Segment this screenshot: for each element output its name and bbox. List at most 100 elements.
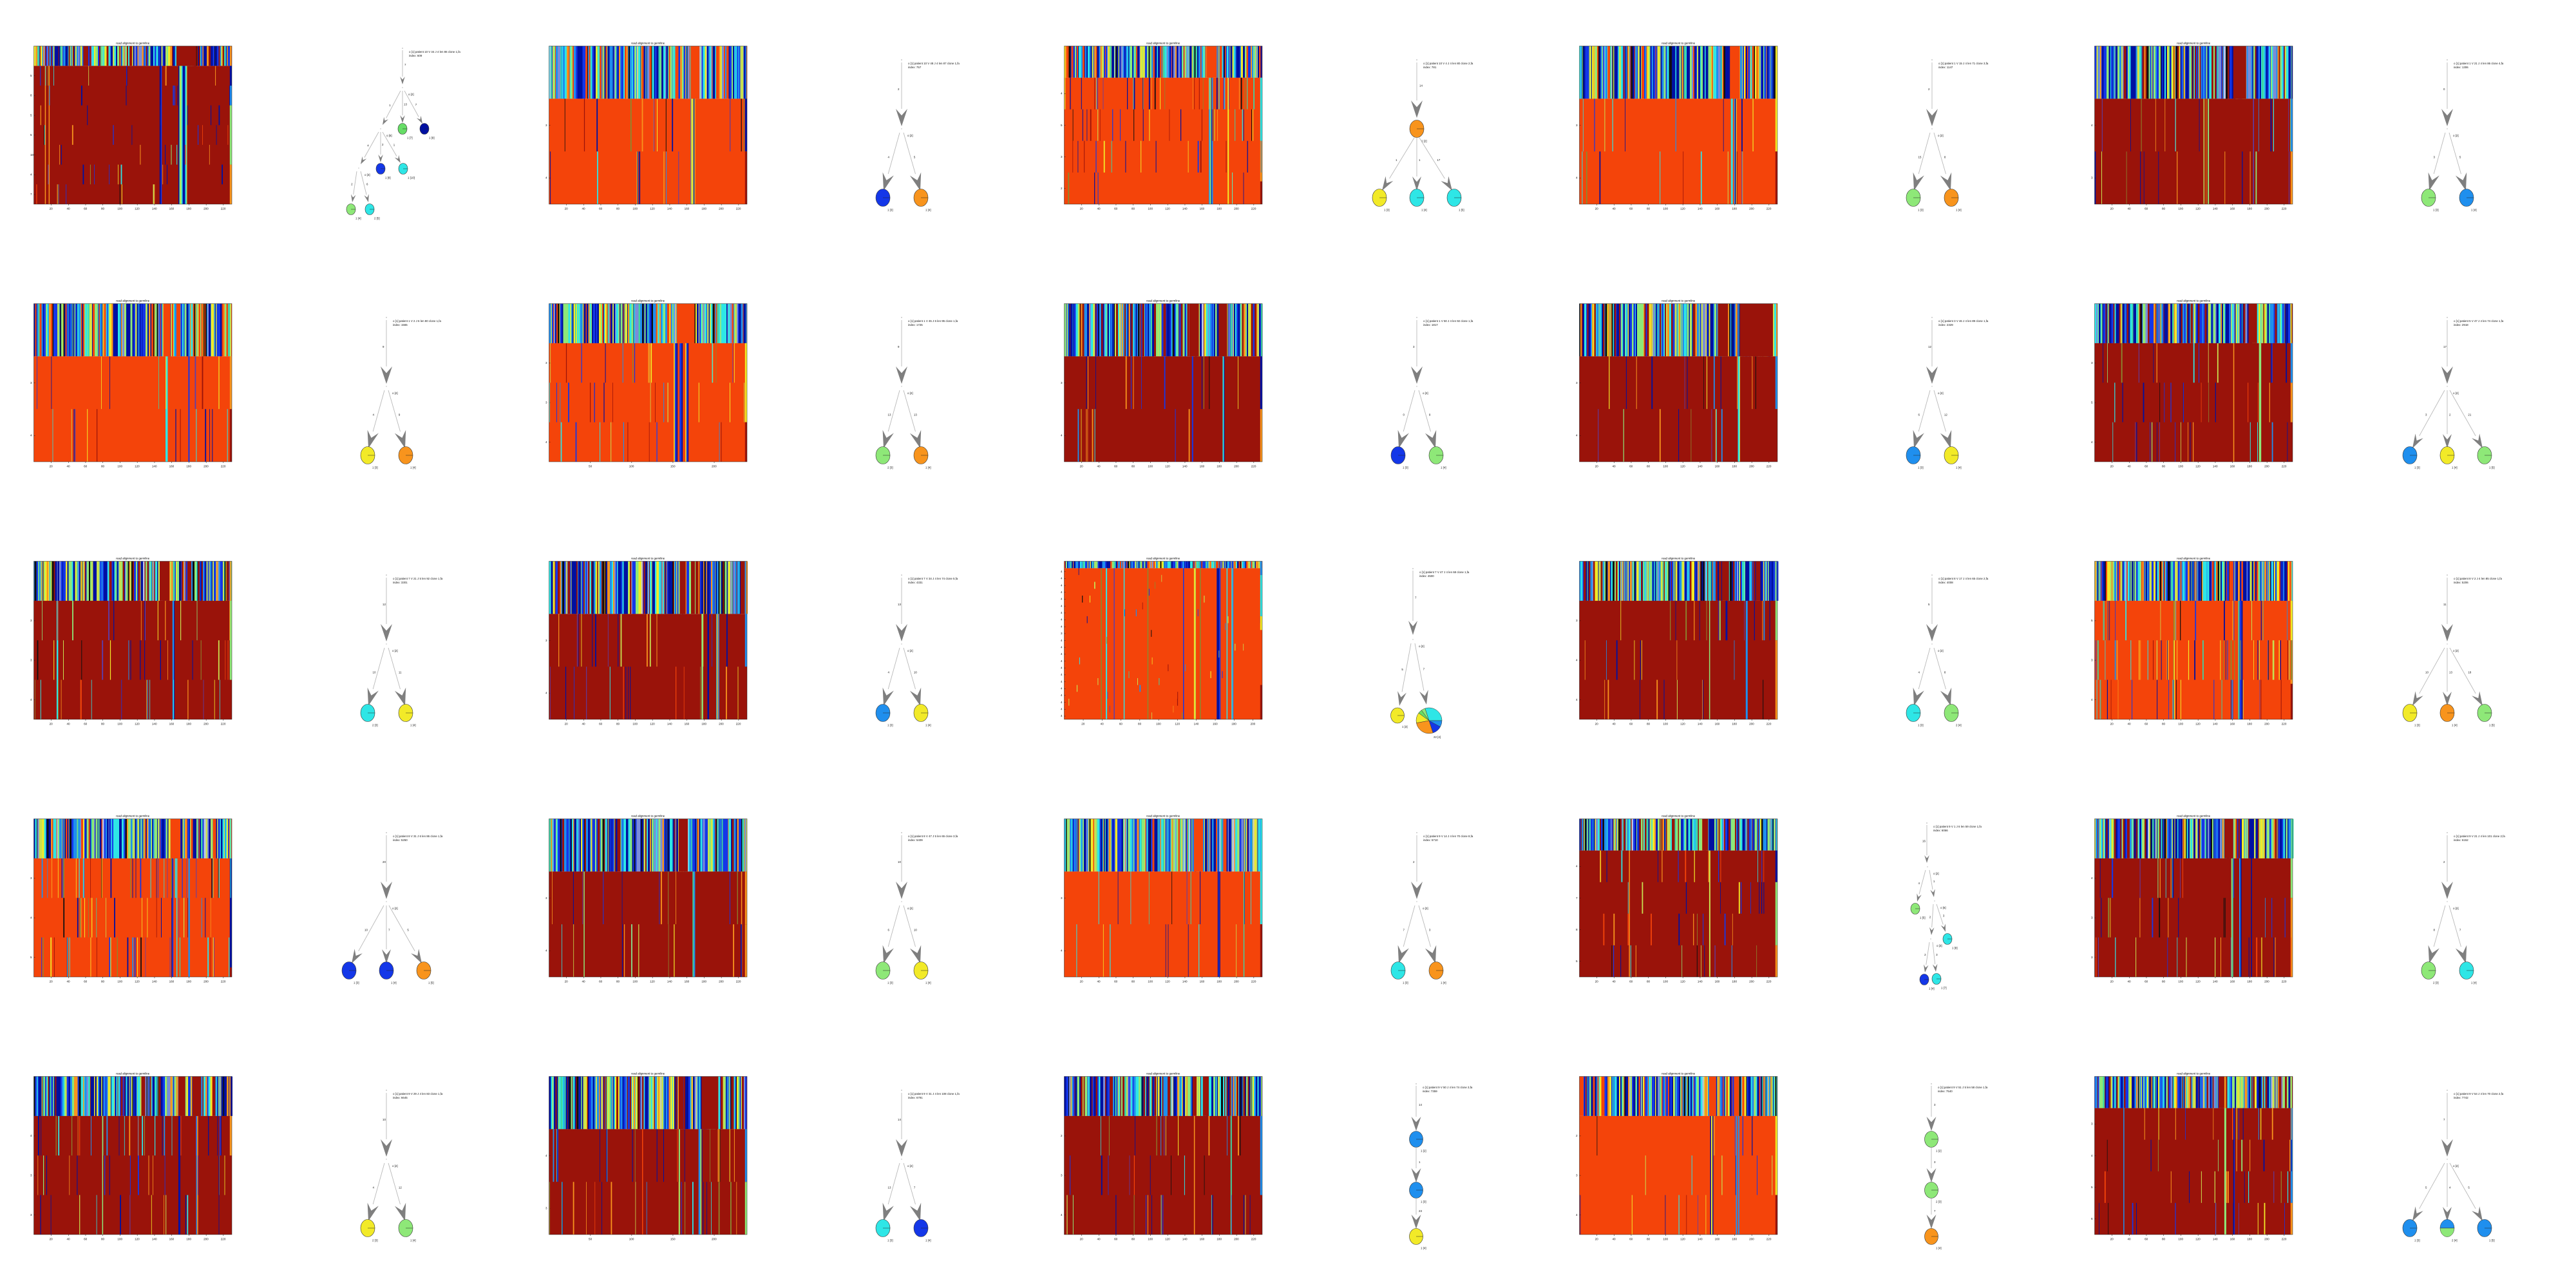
svg-text:4: 4 [545,176,547,180]
svg-text:220: 220 [1766,1238,1772,1241]
svg-text:140: 140 [1698,207,1703,211]
svg-text:3: 3 [2434,155,2436,158]
svg-text:4: 4 [1061,639,1063,642]
svg-text:80: 80 [1132,980,1135,983]
svg-text:read alignment to germline: read alignment to germline [631,1072,665,1075]
svg-text:1 [4]: 1 [4] [1421,209,1427,212]
svg-text:40: 40 [582,980,585,983]
svg-text:1 [5]: 1 [5] [1459,209,1464,212]
svg-text:4: 4 [1576,698,1578,701]
svg-text:60: 60 [1629,1238,1633,1241]
svg-text:8: 8 [1576,928,1578,931]
svg-text:4: 4 [1061,611,1063,614]
svg-text:read alignment to germline: read alignment to germline [1146,1072,1180,1075]
svg-text:index: 4008: index: 4008 [1938,581,1953,584]
svg-text:120: 120 [1175,723,1180,726]
svg-text:140: 140 [1194,723,1199,726]
svg-text:80: 80 [1647,980,1651,983]
svg-text:200: 200 [204,723,209,726]
svg-text:80: 80 [1138,723,1142,726]
svg-text:180: 180 [1732,207,1737,211]
svg-text:12: 12 [1944,413,1947,416]
svg-text:17: 17 [2443,345,2447,348]
svg-text:160: 160 [1715,465,1720,468]
svg-text:1 [4]: 1 [4] [925,724,931,727]
svg-text:20: 20 [1595,723,1599,726]
svg-text:3: 3 [1061,155,1063,158]
svg-text:5: 5 [2459,155,2461,158]
svg-text:index: 6791: index: 6791 [908,1096,923,1099]
svg-text:read alignment to germline: read alignment to germline [1146,299,1180,303]
svg-text:8: 8 [2434,928,2436,931]
svg-text:4: 4 [367,144,369,147]
svg-text:2: 2 [1929,916,1931,919]
svg-text:100: 100 [1663,980,1668,983]
svg-text:180: 180 [186,1238,191,1241]
svg-text:5: 5 [30,113,32,117]
svg-text:40: 40 [582,723,585,726]
svg-text:o [1] patient 1 V 2 J 6 len 8: o [1] patient 1 V 2 J 6 len 80 clone 1,f… [393,319,441,323]
svg-text:180: 180 [1732,980,1737,983]
svg-text:1 [4]: 1 [4] [1421,1247,1426,1250]
svg-text:80: 80 [1647,1238,1651,1241]
svg-text:4: 4 [1061,92,1063,95]
svg-text:13: 13 [888,413,891,416]
svg-text:200: 200 [2264,1238,2269,1241]
svg-text:220: 220 [1766,980,1772,983]
svg-text:100: 100 [1663,465,1668,468]
svg-text:o [1] patient 9 V 29 J 4 len: o [1] patient 9 V 29 J 4 len 83 clone 1,… [393,1092,443,1095]
svg-text:120: 120 [1165,1238,1170,1241]
svg-text:40: 40 [2127,980,2131,983]
svg-text:40: 40 [1612,1238,1616,1241]
svg-text:100: 100 [117,465,122,468]
svg-text:20: 20 [565,723,569,726]
svg-text:200: 200 [712,465,717,468]
svg-text:o [1] patient 8 V 31 J 6 len: o [1] patient 8 V 31 J 6 len 86 clone 1,… [393,835,443,838]
svg-text:4: 4 [2091,876,2093,880]
svg-text:7: 7 [1423,667,1425,670]
svg-text:3: 3 [2091,956,2093,959]
svg-text:1 [10]: 1 [10] [408,176,415,180]
svg-text:160: 160 [1200,980,1205,983]
svg-text:1 [2]: 1 [2] [1421,140,1427,143]
svg-text:80: 80 [1647,207,1651,211]
svg-text:3: 3 [1061,1173,1063,1177]
svg-text:160: 160 [169,207,175,211]
svg-text:12: 12 [383,603,386,606]
svg-text:2: 2 [2449,413,2451,416]
svg-text:4: 4 [1061,570,1063,573]
svg-text:o [2]: o [2] [408,93,414,96]
svg-text:4: 4 [30,698,32,701]
svg-text:index: 4500: index: 4500 [1419,574,1434,578]
svg-text:1 [4]: 1 [4] [1441,466,1446,469]
svg-text:1 [5]: 1 [5] [428,981,434,985]
svg-text:4: 4 [30,916,32,919]
svg-text:14: 14 [1419,1103,1422,1106]
svg-text:1 [7]: 1 [7] [1941,987,1947,990]
svg-text:18: 18 [2468,670,2471,674]
svg-text:80: 80 [1647,465,1651,468]
svg-text:o [1] patient 10 V 4 J 4 len: o [1] patient 10 V 4 J 4 len 80 clone 2,… [1423,62,1473,65]
svg-text:13: 13 [898,603,901,606]
svg-text:5: 5 [2091,401,2093,404]
svg-text:2 [3]: 2 [3] [372,1239,378,1242]
svg-text:index: 2329: index: 2329 [1938,323,1953,327]
svg-text:6: 6 [366,183,368,186]
svg-text:o [1] patient 7 V 34 J 4 len: o [1] patient 7 V 34 J 4 len 74 clone 5,… [908,577,958,580]
svg-text:140: 140 [1698,980,1703,983]
svg-text:160: 160 [685,207,690,211]
svg-text:80: 80 [1132,207,1135,211]
svg-text:4: 4 [1061,645,1063,649]
svg-text:3: 3 [545,401,547,404]
svg-text:o [1] patient 9 V 31 J 4 len: o [1] patient 9 V 31 J 4 len 108 clone 1… [908,1092,960,1095]
svg-text:10: 10 [914,670,917,674]
svg-text:4: 4 [1918,670,1920,674]
svg-text:o [2]: o [2] [392,907,398,910]
svg-text:60: 60 [1629,207,1633,211]
svg-text:200: 200 [204,465,209,468]
svg-text:100: 100 [1148,207,1153,211]
svg-text:220: 220 [2282,207,2287,211]
svg-text:1: 1 [1933,880,1935,883]
svg-text:3: 3 [2091,1122,2093,1126]
svg-text:100: 100 [632,723,638,726]
